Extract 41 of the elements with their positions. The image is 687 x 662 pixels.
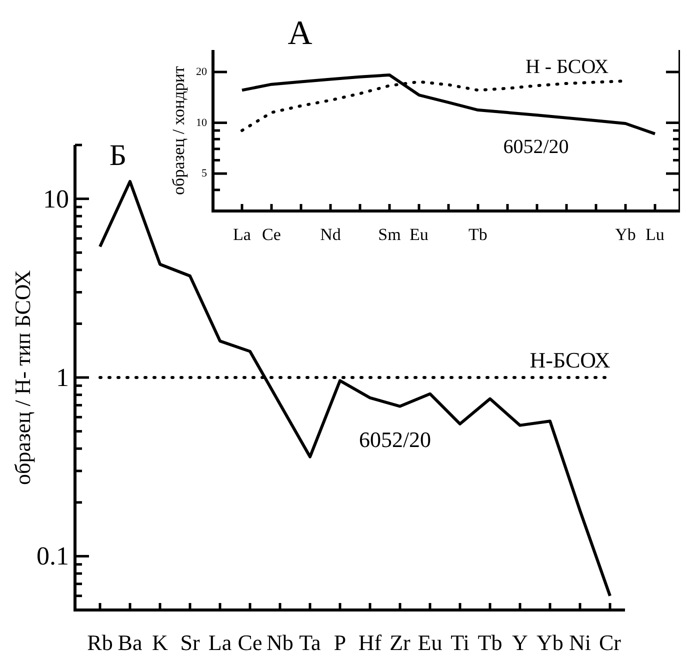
x-tick-label: Tb: [478, 630, 502, 655]
y-tick-label: 0.1: [36, 542, 69, 571]
x-tick-label: La: [233, 225, 252, 244]
x-tick-label: Sm: [378, 225, 401, 244]
series-label: Н - БСОХ: [525, 56, 610, 78]
x-tick-label: P: [334, 630, 346, 655]
x-tick-label: Zr: [390, 630, 412, 655]
x-tick-label: Cr: [599, 630, 622, 655]
x-tick-label: Lu: [646, 225, 665, 244]
x-tick-label: Y: [512, 630, 528, 655]
x-tick-label: Ti: [450, 630, 470, 655]
x-tick-label: Sr: [180, 630, 200, 655]
line-series: [240, 73, 656, 136]
x-tick-label: Ce: [262, 225, 281, 244]
x-tick-label: Tb: [468, 225, 488, 244]
y-axis-title: образец / хондрит: [169, 65, 188, 195]
x-tick-label: Nd: [320, 225, 342, 244]
y-tick-label: 10: [196, 116, 208, 129]
x-tick-label: Ce: [238, 630, 262, 655]
x-tick-label: Yb: [615, 225, 636, 244]
x-tick-label: Eu: [418, 630, 442, 655]
x-tick-label: Ni: [569, 630, 591, 655]
x-tick-label: Ba: [118, 630, 142, 655]
y-tick-label: 10: [43, 184, 69, 214]
x-tick-label: Eu: [410, 225, 429, 244]
series-label: 6052/20: [503, 136, 569, 158]
x-tick-label: Yb: [536, 630, 564, 655]
y-tick-label: 20: [196, 66, 208, 78]
series-label: 6052/20: [358, 427, 432, 452]
chart-title: А: [288, 15, 313, 52]
x-tick-label: Nb: [266, 630, 294, 655]
ref-line-label: Н-БСОХ: [530, 348, 610, 372]
x-tick-label: Hf: [358, 630, 382, 655]
x-tick-label: La: [208, 630, 232, 655]
y-tick-label: 1: [56, 363, 69, 392]
chart-title: Б: [109, 139, 127, 172]
x-tick-label: Rb: [87, 630, 113, 655]
x-tick-label: Ta: [299, 630, 322, 655]
x-tick-label: K: [152, 630, 168, 655]
y-tick-label: 5: [202, 168, 208, 180]
y-axis-title: образец / Н- тип БСОХ: [10, 270, 35, 485]
